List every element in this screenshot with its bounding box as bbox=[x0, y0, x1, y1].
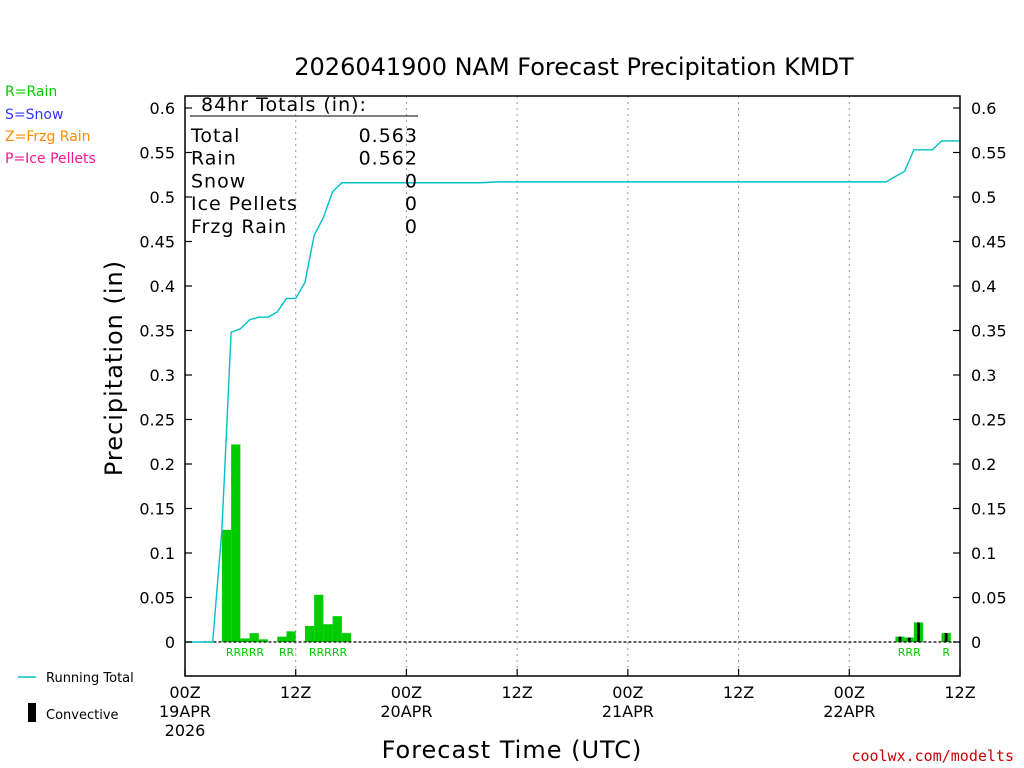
y-axis-label: Precipitation (in) bbox=[100, 260, 128, 476]
totals-value: 0 bbox=[405, 216, 418, 238]
ptype-label: RRRRR bbox=[226, 646, 265, 659]
convective-bar bbox=[917, 622, 920, 642]
precip-bar bbox=[249, 633, 259, 642]
x-tick-label: 12Z bbox=[723, 683, 754, 702]
totals-value: 0.562 bbox=[359, 148, 418, 170]
y-tick-label-left: 0.15 bbox=[139, 500, 175, 519]
series-legend: Running Total Convective bbox=[18, 671, 134, 723]
totals-label: Total bbox=[190, 125, 240, 147]
totals-value: 0 bbox=[405, 193, 418, 215]
precip-bar bbox=[240, 638, 250, 642]
running-total-line bbox=[185, 140, 960, 643]
legend-rain: R=Rain bbox=[5, 84, 57, 100]
y-tick-label-right: 0 bbox=[971, 633, 981, 652]
y-tick-label-right: 0.55 bbox=[971, 144, 1007, 163]
y-tick-label-left: 0.1 bbox=[150, 544, 175, 563]
x-axis-label: Forecast Time (UTC) bbox=[382, 736, 643, 764]
y-tick-label-right: 0.1 bbox=[971, 544, 996, 563]
precip-bar bbox=[277, 636, 287, 642]
y-tick-label-right: 0.3 bbox=[971, 366, 996, 385]
precip-bars bbox=[221, 444, 951, 642]
precip-bar bbox=[341, 633, 352, 642]
y-tick-label-right: 0.15 bbox=[971, 500, 1007, 519]
precip-bar bbox=[323, 624, 333, 642]
x-tick-label: 00Z bbox=[169, 683, 200, 702]
y-tick-label-left: 0.2 bbox=[150, 455, 175, 474]
x-tick-label: 21APR bbox=[602, 702, 654, 721]
chart-title: 2026041900 NAM Forecast Precipitation KM… bbox=[294, 53, 854, 81]
y-axis-right: 0 0.05 0.1 0.15 0.2 0.25 0.3 0.35 0.4 0.45 0.5 0.55… bbox=[953, 99, 1007, 652]
x-tick-label: 00Z bbox=[612, 683, 643, 702]
totals-label: Snow bbox=[191, 170, 246, 192]
legend-snow: S=Snow bbox=[5, 107, 63, 123]
precip-type-legend: R=Rain S=Snow Z=Frzg Rain P=Ice Pellets bbox=[5, 84, 96, 167]
y-tick-label-left: 0.4 bbox=[150, 277, 175, 296]
y-tick-label-left: 0.3 bbox=[150, 366, 175, 385]
convective-bar bbox=[944, 633, 948, 642]
precip-bar bbox=[332, 616, 342, 642]
vertical-gridlines bbox=[295, 96, 850, 676]
totals-label: Ice Pellets bbox=[191, 193, 298, 215]
precip-bar bbox=[286, 631, 296, 642]
precip-bar bbox=[231, 444, 241, 642]
y-tick-label-right: 0.4 bbox=[971, 277, 996, 296]
y-tick-label-left: 0.55 bbox=[139, 144, 175, 163]
totals-value: 0 bbox=[405, 170, 418, 192]
x-tick-label: 2026 bbox=[165, 721, 206, 740]
y-tick-label-right: 0.45 bbox=[971, 233, 1007, 252]
ptype-label: R bbox=[942, 646, 950, 659]
convective-bar bbox=[898, 636, 902, 642]
y-tick-label-right: 0.35 bbox=[971, 322, 1007, 341]
totals-header: 84hr Totals (in): bbox=[201, 94, 367, 116]
precip-bar bbox=[304, 625, 315, 642]
x-tick-label: 22APR bbox=[823, 702, 875, 721]
y-axis-left: 0 0.05 0.1 0.15 0.2 0.25 0.3 0.35 0.4 0.45 0.5 0.55… bbox=[139, 99, 192, 652]
x-tick-label: 19APR bbox=[159, 702, 211, 721]
precip-bar bbox=[314, 594, 324, 642]
totals-rows: Total 0.563 Rain 0.562 Snow 0 Ice Pellets 0 Frzg… bbox=[190, 125, 418, 238]
y-tick-label-right: 0.2 bbox=[971, 455, 996, 474]
credit-text: coolwx.com/modelts bbox=[851, 747, 1014, 765]
plot-frame bbox=[184, 95, 961, 677]
totals-value: 0.563 bbox=[359, 125, 418, 147]
legend-convective: Convective bbox=[46, 708, 119, 723]
y-tick-label-left: 0.45 bbox=[139, 233, 175, 252]
x-tick-label: 12Z bbox=[944, 683, 975, 702]
y-tick-label-right: 0.05 bbox=[971, 589, 1007, 608]
totals-label: Frzg Rain bbox=[191, 216, 287, 238]
ptype-label: RR bbox=[279, 646, 295, 659]
precip-bar bbox=[221, 529, 232, 642]
legend-frzg-rain: Z=Frzg Rain bbox=[5, 129, 91, 145]
totals-label: Rain bbox=[191, 148, 237, 170]
x-tick-label: 20APR bbox=[380, 702, 432, 721]
y-tick-label-left: 0.5 bbox=[150, 188, 175, 207]
y-tick-label-left: 0 bbox=[165, 633, 175, 652]
totals-box: 84hr Totals (in): Total 0.563 Rain 0.562 Sno… bbox=[190, 94, 418, 238]
y-tick-label-left: 0.05 bbox=[139, 589, 175, 608]
y-tick-label-right: 0.5 bbox=[971, 188, 996, 207]
convective-bar bbox=[907, 637, 911, 642]
y-tick-label-left: 0.25 bbox=[139, 411, 175, 430]
legend-running-total: Running Total bbox=[46, 671, 134, 686]
x-tick-label: 12Z bbox=[501, 683, 532, 702]
x-tick-label: 00Z bbox=[834, 683, 865, 702]
x-tick-label: 12Z bbox=[280, 683, 311, 702]
y-tick-label-right: 0.25 bbox=[971, 411, 1007, 430]
y-tick-label-left: 0.35 bbox=[139, 322, 175, 341]
precip-type-labels: RRRRR RR RRRRR RRR R bbox=[226, 646, 950, 659]
precip-bar bbox=[258, 639, 269, 642]
y-tick-label-left: 0.6 bbox=[150, 99, 175, 118]
y-tick-label-right: 0.6 bbox=[971, 99, 996, 118]
convective-swatch bbox=[28, 703, 36, 722]
ptype-label: RRRRR bbox=[309, 646, 348, 659]
legend-ice-pellets: P=Ice Pellets bbox=[5, 151, 96, 167]
x-tick-label: 00Z bbox=[391, 683, 422, 702]
ptype-label: RRR bbox=[898, 646, 921, 659]
